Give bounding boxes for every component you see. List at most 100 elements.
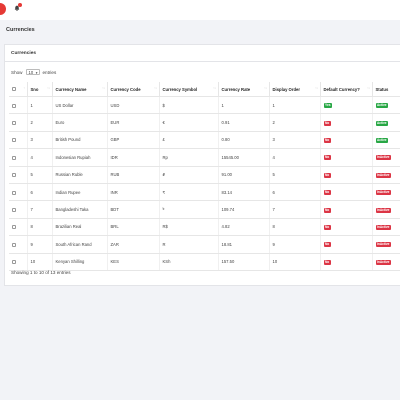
show-label: Show — [11, 69, 23, 75]
entries-label: entries — [42, 69, 57, 75]
cell-default-currency: No — [320, 183, 373, 202]
table-row[interactable]: 8 Brazilian Real BRL R$ 4.82 8 No InActive — [9, 218, 400, 237]
sort-icon: ↑↓ — [213, 86, 216, 90]
cell-currency-name: Russian Ruble — [52, 166, 108, 184]
cell-display-order: 7 — [269, 200, 321, 219]
cell-display-order: 3 — [269, 131, 321, 150]
sort-icon: ↑↓ — [102, 86, 105, 90]
row-select-cell — [9, 166, 28, 184]
column-header-name[interactable]: Currency Name ↑↓ — [52, 82, 108, 97]
cell-default-currency: No — [320, 166, 373, 184]
cell-currency-symbol: ৳ — [159, 200, 219, 219]
cell-status: InActive — [372, 218, 400, 237]
select-all-checkbox[interactable] — [12, 87, 16, 92]
table-row[interactable]: 6 Indian Rupee INR ₹83.14 6 No InActive — [9, 183, 400, 202]
cell-currency-symbol: KSh — [159, 253, 219, 271]
status-badge: InActive — [375, 259, 391, 265]
sidebar-toggle-button[interactable] — [0, 3, 6, 15]
row-checkbox[interactable] — [12, 242, 16, 247]
default-badge: No — [323, 224, 331, 230]
row-checkbox[interactable] — [12, 103, 16, 108]
cell-currency-name: Indian Rupee — [52, 183, 108, 202]
cell-currency-name: British Pound — [52, 131, 108, 150]
table-header-row: ↑ Sno ↑↓ Currency Name ↑↓ Currency Code ↑↓ … — [9, 82, 400, 97]
column-header-code[interactable]: Currency Code ↑↓ — [107, 82, 160, 97]
cell-sno: 6 — [27, 183, 53, 202]
default-badge: No — [323, 172, 331, 178]
table-row[interactable]: 7 Bangladeshi Taka BDT ৳ 109.74 7 No InActive — [9, 200, 400, 219]
default-badge: No — [323, 137, 331, 143]
column-header-rate[interactable]: Currency Rate ↑↓ — [218, 82, 270, 97]
entries-select[interactable]: 10 ▾ — [25, 69, 40, 75]
row-checkbox[interactable] — [12, 155, 16, 160]
cell-status: Active — [372, 131, 400, 150]
row-select-cell — [9, 96, 28, 115]
column-header-default[interactable]: Default Currency? ↑↓ — [320, 82, 373, 97]
cell-default-currency: Yes — [320, 96, 373, 115]
row-checkbox[interactable] — [12, 173, 16, 178]
table-row[interactable]: 9 South African Rand ZAR R 18.81 9 No InActive — [9, 235, 400, 254]
notification-badge — [18, 3, 22, 7]
cell-display-order: 6 — [269, 183, 321, 202]
cell-currency-code: KES — [107, 253, 160, 271]
table-row[interactable]: 1 US Dollar USD $1 1 Yes Active — [9, 96, 400, 115]
cell-default-currency: No — [320, 148, 373, 167]
column-header-order[interactable]: Display Order ↑↓ — [269, 82, 321, 97]
cell-sno: 1 — [27, 96, 53, 115]
length-control: Show 10 ▾ entries — [11, 69, 56, 75]
cell-default-currency: No — [320, 235, 373, 254]
cell-currency-rate: 109.74 — [218, 200, 270, 219]
cell-currency-symbol: R$ — [159, 218, 219, 237]
cell-currency-code: RUB — [107, 166, 160, 184]
cell-sno: 5 — [27, 166, 53, 184]
column-header-symbol[interactable]: Currency Symbol ↑↓ — [159, 82, 219, 97]
cell-currency-rate: 0.80 — [218, 131, 270, 150]
column-header-sno[interactable]: Sno ↑↓ — [27, 82, 53, 97]
cell-default-currency: No — [320, 131, 373, 150]
row-checkbox[interactable] — [12, 225, 16, 230]
table-row[interactable]: 2 Euro EUR €0.91 2 No Active — [9, 113, 400, 132]
sort-icon: ↑↓ — [264, 86, 267, 90]
default-badge: No — [323, 190, 331, 196]
cell-currency-name: Kenyan Shilling — [52, 253, 108, 271]
row-checkbox[interactable] — [12, 120, 16, 125]
row-checkbox[interactable] — [12, 207, 16, 212]
table-row[interactable]: 10 Kenyan Shilling KES KSh 157.50 10 No InActiv… — [9, 253, 400, 271]
table-row[interactable]: 4 Indonesian Rupiah IDR Rp 15545.00 4 No InActi… — [9, 148, 400, 167]
cell-currency-symbol: $ — [159, 96, 219, 115]
cell-currency-name: Bangladeshi Taka — [52, 200, 108, 219]
cell-display-order: 10 — [269, 253, 321, 271]
row-checkbox[interactable] — [12, 138, 16, 143]
cell-currency-code: EUR — [107, 113, 160, 132]
table-row[interactable]: 3 British Pound GBP £0.80 3 No Active — [9, 131, 400, 150]
default-badge: No — [323, 207, 331, 213]
status-badge: InActive — [375, 172, 391, 178]
cell-currency-rate: 4.82 — [218, 218, 270, 237]
cell-default-currency: No — [320, 113, 373, 132]
cell-status: InActive — [372, 253, 400, 271]
cell-sno: 9 — [27, 235, 53, 254]
cell-sno: 3 — [27, 131, 53, 150]
cell-display-order: 9 — [269, 235, 321, 254]
cell-currency-rate: 157.50 — [218, 253, 270, 271]
cell-currency-code: INR — [107, 183, 160, 202]
row-select-cell — [9, 148, 28, 167]
cell-currency-code: GBP — [107, 131, 160, 150]
row-select-cell — [9, 183, 28, 202]
column-header-status[interactable]: Status — [372, 82, 400, 97]
status-badge: InActive — [375, 155, 391, 161]
table-row[interactable]: 5 Russian Ruble RUB ₽91.00 5 No InActive — [9, 166, 400, 184]
status-badge: InActive — [375, 207, 391, 213]
cell-sno: 7 — [27, 200, 53, 219]
row-checkbox[interactable] — [12, 260, 16, 265]
cell-currency-symbol: ₹ — [159, 183, 219, 202]
cell-currency-name: South African Rand — [52, 235, 108, 254]
sort-icon: ↑↓ — [47, 86, 50, 90]
cell-display-order: 5 — [269, 166, 321, 184]
cell-currency-name: US Dollar — [52, 96, 108, 115]
row-checkbox[interactable] — [12, 190, 16, 195]
card-header — [5, 45, 400, 62]
cell-status: InActive — [372, 235, 400, 254]
cell-currency-code: BRL — [107, 218, 160, 237]
status-badge: Active — [375, 137, 389, 143]
